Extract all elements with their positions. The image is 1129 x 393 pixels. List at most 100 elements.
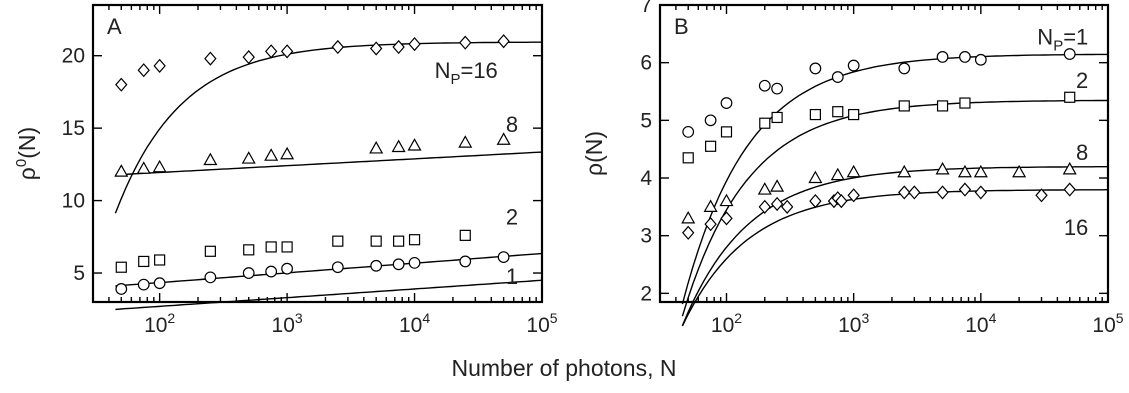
data-point xyxy=(243,244,255,256)
y-tick-label: 15 xyxy=(62,117,85,140)
data-point xyxy=(459,255,472,268)
data-point xyxy=(720,97,733,109)
data-point xyxy=(393,235,405,247)
data-point xyxy=(847,59,860,72)
data-point xyxy=(703,199,718,212)
data-point xyxy=(705,140,717,152)
data-point xyxy=(771,82,783,95)
data-point xyxy=(154,254,166,266)
panel-label: B xyxy=(674,14,689,39)
data-point xyxy=(809,62,822,75)
data-point xyxy=(959,51,971,63)
data-point xyxy=(936,185,949,200)
data-point xyxy=(280,44,294,59)
data-point xyxy=(974,185,988,200)
data-point xyxy=(908,185,921,200)
data-point xyxy=(682,225,695,240)
data-point xyxy=(459,35,472,50)
data-point xyxy=(153,277,166,290)
fit-curve xyxy=(115,252,543,287)
x-tick-label: 103 xyxy=(838,310,869,337)
plot-frame xyxy=(658,3,1110,304)
data-point xyxy=(757,182,772,195)
fit-curve xyxy=(115,151,543,176)
fit-curve xyxy=(681,53,1108,305)
data-point xyxy=(846,164,861,178)
fit-curve xyxy=(681,189,1109,327)
y-tick-label: 4 xyxy=(640,167,652,190)
data-point xyxy=(719,193,734,207)
data-point xyxy=(809,193,822,209)
data-point xyxy=(497,34,510,49)
data-point xyxy=(459,229,471,241)
y-tick-label: 6 xyxy=(640,52,652,75)
series-label: 2 xyxy=(506,205,518,230)
data-point xyxy=(136,161,151,174)
data-point xyxy=(1035,188,1048,203)
y-tick-label: 20 xyxy=(62,45,85,68)
series-label: 1 xyxy=(506,264,518,289)
data-point xyxy=(898,100,910,112)
y-axis-label: ρ0(N) xyxy=(13,127,40,180)
data-point xyxy=(704,114,717,127)
series-label: 2 xyxy=(1076,68,1088,93)
data-point xyxy=(830,167,845,181)
data-point xyxy=(152,159,167,173)
data-point xyxy=(204,245,216,257)
series-label: NP=1 xyxy=(1037,25,1088,55)
data-point xyxy=(241,151,256,164)
data-point xyxy=(898,185,911,200)
data-point xyxy=(974,53,987,66)
data-point xyxy=(681,210,696,224)
data-point xyxy=(115,261,127,273)
data-point xyxy=(720,211,733,226)
series-label: 8 xyxy=(1076,140,1088,165)
data-point xyxy=(391,139,406,153)
data-point xyxy=(331,261,344,274)
data-point xyxy=(1012,164,1027,178)
data-point xyxy=(115,77,128,92)
x-tick-label: 104 xyxy=(965,310,996,337)
fit-curve xyxy=(681,99,1108,317)
data-point xyxy=(848,108,860,121)
y-tick-label: 5 xyxy=(73,262,85,285)
data-point xyxy=(847,188,860,203)
data-point xyxy=(771,111,783,124)
data-point xyxy=(115,283,128,295)
panel-a: 102 103 104 105 5 10 15 20 ρ0(N) A NP=16 8 2 1 xyxy=(13,3,558,337)
plot-frame xyxy=(91,3,544,304)
data-point xyxy=(770,196,784,212)
data-point xyxy=(264,44,278,59)
x-tick-label: 103 xyxy=(272,310,303,337)
data-point xyxy=(1062,161,1077,175)
data-point xyxy=(408,256,421,269)
data-point xyxy=(280,146,295,160)
y-tick-label: 3 xyxy=(640,225,652,248)
data-point xyxy=(392,39,405,55)
data-point xyxy=(973,164,988,178)
fit-curve xyxy=(115,279,543,311)
data-point xyxy=(369,141,384,154)
data-point xyxy=(497,251,510,263)
data-point xyxy=(281,262,293,275)
data-point xyxy=(153,58,166,73)
data-point xyxy=(704,217,717,232)
data-point xyxy=(331,39,345,55)
data-point xyxy=(758,199,771,214)
data-point xyxy=(281,241,293,253)
data-point xyxy=(114,164,129,177)
data-point xyxy=(204,271,217,284)
data-point xyxy=(832,106,844,118)
data-point xyxy=(831,71,844,83)
x-tick-label: 105 xyxy=(526,310,557,337)
data-point xyxy=(370,235,382,247)
data-point xyxy=(458,135,473,148)
data-point xyxy=(720,126,733,138)
data-point xyxy=(682,152,694,164)
data-point xyxy=(408,234,421,246)
x-axis-label: Number of photons, N xyxy=(451,355,676,381)
data-point xyxy=(835,193,848,209)
data-point xyxy=(936,51,949,63)
data-point xyxy=(203,152,218,166)
